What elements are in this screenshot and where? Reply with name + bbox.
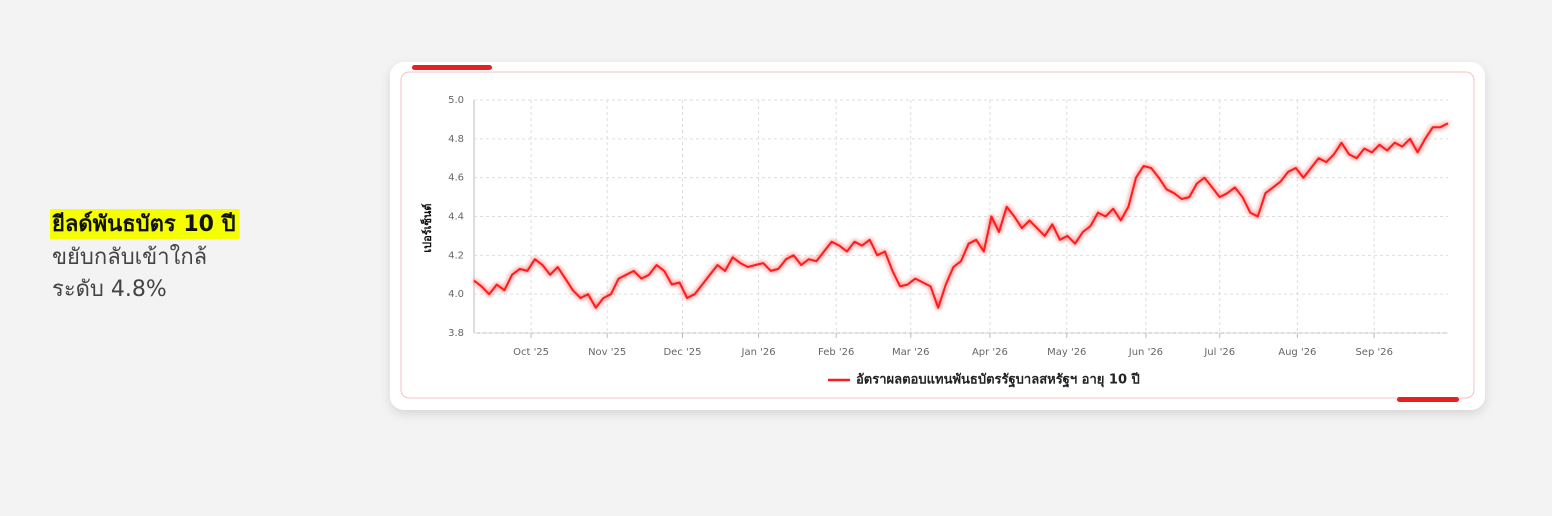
y-tick-label: 4.6 [448,173,464,184]
y-tick-label: 5.0 [448,95,464,106]
x-tick-label: Jan '26 [741,347,776,358]
x-tick-label: Sep '26 [1355,347,1393,358]
x-tick-label: Dec '25 [663,347,701,358]
data-line [473,122,1449,309]
headline: ยีลด์พันธบัตร 10 ปี [52,211,236,237]
accent [1397,397,1459,402]
accent [412,65,492,70]
card [390,62,1485,410]
card-border [400,71,1475,399]
y-axis-label: เปอร์เซ็นต์ [420,203,434,252]
y-tick-label: 4.8 [448,134,464,145]
x-tick-label: Jul '26 [1203,347,1235,358]
x-tick-label: Apr '26 [972,347,1008,358]
x-tick-label: Jun '26 [1128,347,1163,358]
y-tick-label: 4.2 [448,250,464,261]
subline: ขยับกลับเข้าใกล้ [52,244,207,270]
x-tick-label: Mar '26 [892,347,930,358]
y-tick-label: 4.4 [448,212,464,223]
x-tick-label: May '26 [1047,347,1086,358]
y-tick-label: 4.0 [448,289,464,300]
x-tick-label: Feb '26 [818,347,854,358]
subline: ระดับ 4.8% [52,277,167,302]
x-tick-label: Aug '26 [1278,347,1316,358]
y-tick-label: 3.8 [448,328,464,339]
legend-label: อัตราผลตอบแทนพันธบัตรรัฐบาลสหรัฐฯ อายุ 1… [856,372,1140,389]
highlight-bg [50,209,240,239]
x-tick-label: Oct '25 [513,347,549,358]
x-tick-label: Nov '25 [588,347,626,358]
